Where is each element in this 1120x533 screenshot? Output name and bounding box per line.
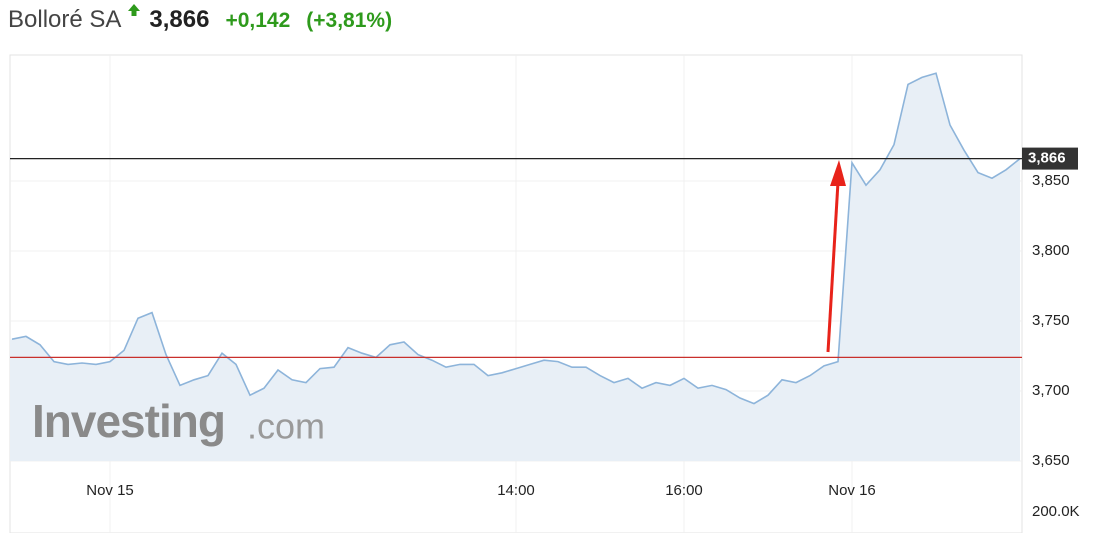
watermark-brand: Investing bbox=[32, 395, 225, 447]
x-tick-label: Nov 15 bbox=[86, 482, 134, 499]
annotation-arrowhead bbox=[830, 160, 846, 186]
up-arrow-icon bbox=[128, 4, 141, 16]
price: 3,866 bbox=[149, 6, 210, 33]
x-tick-label: 14:00 bbox=[497, 482, 535, 499]
y-tick-label: 3,850 bbox=[1032, 172, 1070, 189]
current-price-label: 3,866 bbox=[1028, 150, 1066, 167]
change-percent: (+3,81%) bbox=[306, 9, 393, 32]
annotation-arrow bbox=[826, 181, 840, 353]
y-tick-label: 3,800 bbox=[1032, 242, 1070, 259]
header: Bolloré SA 3,866 +0,142 (+3,81%) bbox=[8, 4, 393, 42]
y-tick-label: 3,650 bbox=[1032, 452, 1070, 469]
watermark-suffix: .com bbox=[247, 406, 325, 447]
current-price-box bbox=[1022, 147, 1078, 170]
volume-label: 200.0K bbox=[1032, 503, 1080, 520]
x-tick-label: 16:00 bbox=[665, 482, 703, 499]
y-tick-label: 3,700 bbox=[1032, 382, 1070, 399]
price-line bbox=[11, 72, 1021, 405]
x-tick-label: Nov 16 bbox=[828, 482, 876, 499]
stock-name: Bolloré SA bbox=[8, 6, 122, 33]
area-fill bbox=[10, 73, 1020, 461]
y-tick-label: 3,750 bbox=[1032, 312, 1070, 329]
watermark: Investing .com bbox=[32, 395, 325, 447]
change: +0,142 bbox=[225, 9, 291, 32]
